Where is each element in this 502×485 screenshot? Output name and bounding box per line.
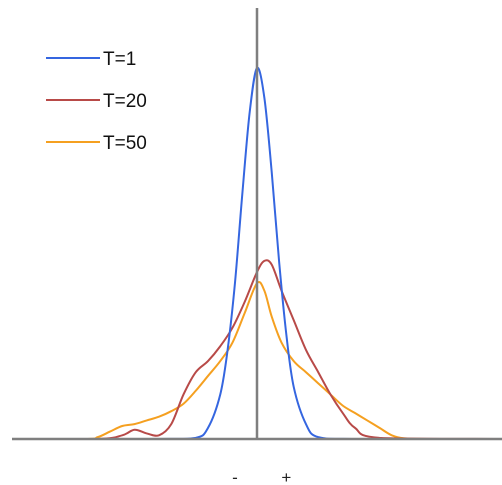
- x-tick-labels: - +: [232, 468, 291, 485]
- legend-label: T=1: [103, 49, 136, 70]
- legend-label: T=20: [103, 91, 147, 112]
- legend-label: T=50: [103, 133, 147, 154]
- x-tick-label: -: [232, 468, 238, 485]
- legend: T=1 T=20 T=50: [46, 49, 147, 154]
- series-line-t-20: [12, 259, 502, 441]
- x-tick-label: +: [281, 468, 291, 485]
